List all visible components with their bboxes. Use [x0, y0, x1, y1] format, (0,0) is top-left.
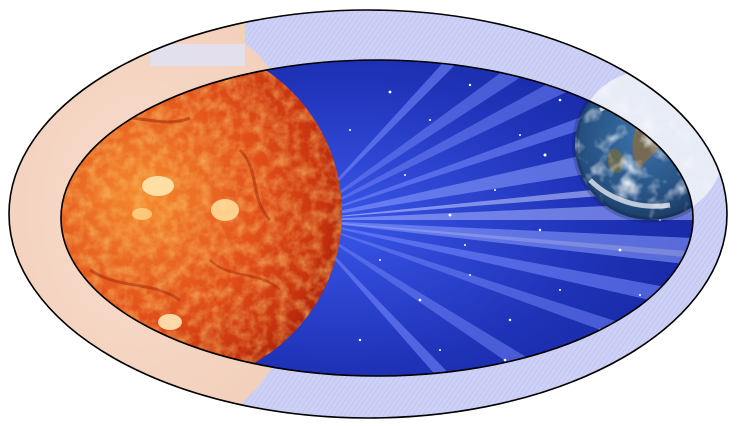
stars	[349, 83, 661, 362]
space-window-outline	[60, 59, 694, 377]
